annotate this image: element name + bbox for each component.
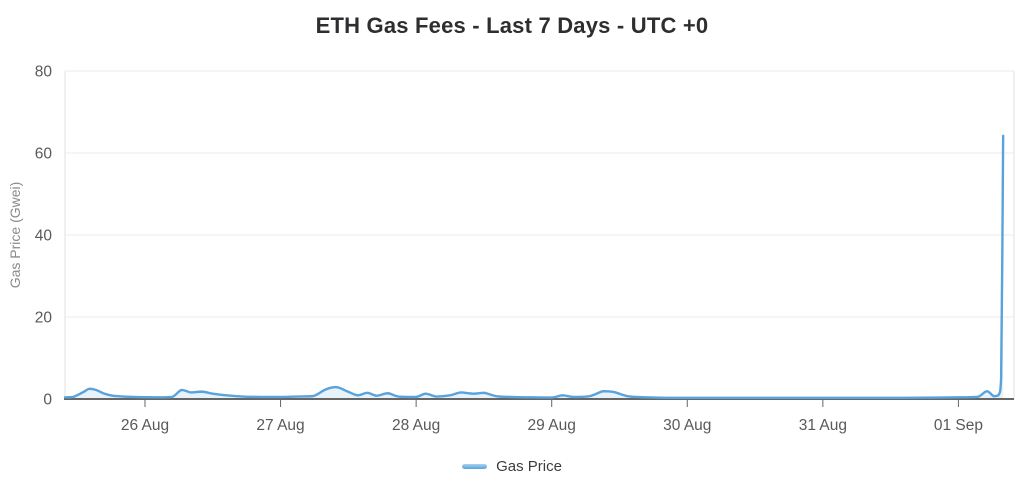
legend: Gas Price — [0, 458, 1024, 475]
legend-line-marker — [462, 464, 488, 469]
legend-label: Gas Price — [496, 458, 562, 475]
y-tick-label: 80 — [35, 64, 53, 81]
x-tick-label: 28 Aug — [392, 417, 440, 434]
x-tick-label: 30 Aug — [663, 417, 711, 434]
x-tick-label: 29 Aug — [528, 417, 576, 434]
gas-price-area — [65, 135, 1004, 399]
gas-price-line — [63, 134, 1005, 399]
y-tick-label: 60 — [35, 146, 53, 163]
gas-price-line-chart: 0 20 40 60 80 26 Aug 27 Aug 28 Aug 29 Aug 30 Aug 3… — [7, 64, 1015, 434]
y-axis-title: Gas Price (Gwei) — [7, 182, 23, 289]
y-tick-label: 40 — [35, 228, 53, 245]
y-tick-label: 20 — [35, 310, 53, 327]
y-tick-label: 0 — [43, 392, 52, 409]
chart-title: ETH Gas Fees - Last 7 Days - UTC +0 — [315, 13, 709, 38]
x-tick-label: 31 Aug — [799, 417, 847, 434]
x-tick-label: 26 Aug — [121, 417, 169, 434]
x-tick-label: 01 Sep — [934, 417, 983, 434]
legend-item-gas-price[interactable]: Gas Price — [462, 458, 562, 475]
x-tick-label: 27 Aug — [256, 417, 304, 434]
